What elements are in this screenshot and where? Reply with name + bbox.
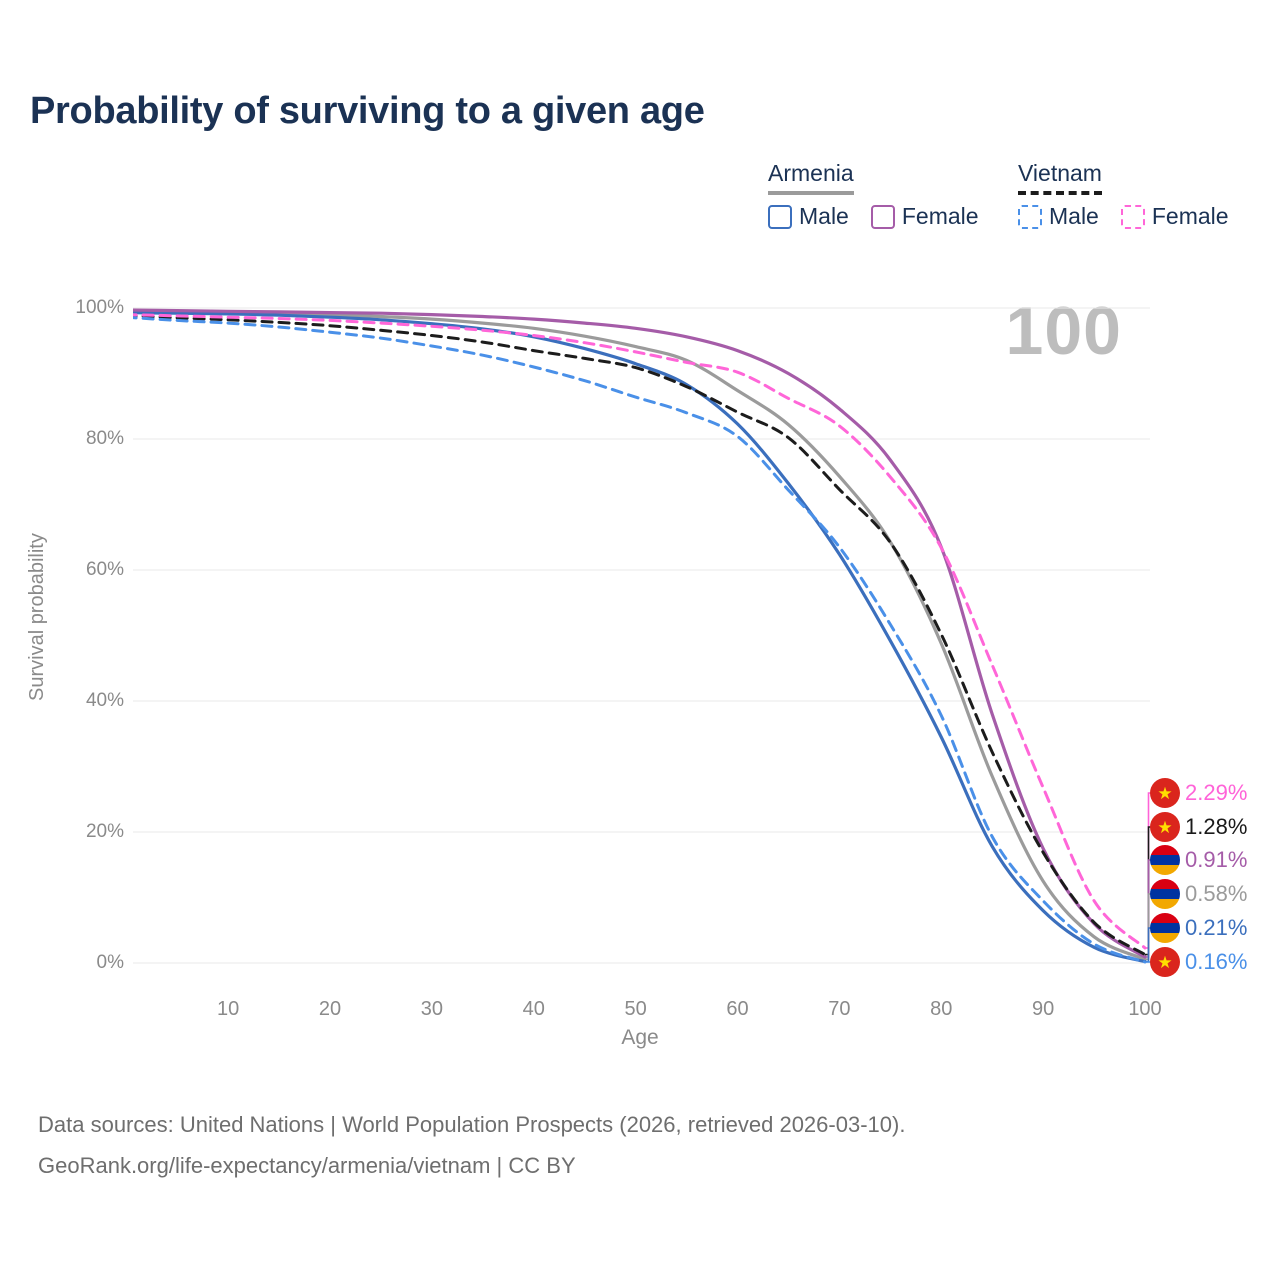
armenia-flag-icon [1150,879,1180,909]
end-label-vietnam: ★ 1.28% [1150,811,1247,843]
y-tick-label: 0% [96,952,124,973]
legend-item-armenia-male[interactable]: Male [768,203,849,230]
vietnam-flag-icon: ★ [1150,778,1180,808]
legend-swatch-vietnam-male[interactable] [1018,204,1042,229]
x-tick-label: 40 [522,998,545,1020]
line-armenia[interactable] [126,309,1147,961]
legend-row-armenia: Male Female [768,203,979,230]
y-tick-label: 60% [85,559,124,580]
x-tick-label: 80 [930,998,953,1020]
legend-label-vietnam-female: Female [1151,203,1229,229]
y-tick-label: 40% [85,690,124,711]
x-axis-title: Age [621,1026,659,1049]
footer-sources-line: Data sources: United Nations | World Pop… [38,1112,906,1137]
legend-item-vietnam-female[interactable]: Female [1120,203,1229,230]
legend-row-vietnam: Male Female [1018,203,1229,230]
footer-attribution-line: GeoRank.org/life-expectancy/armenia/viet… [38,1153,576,1178]
line-vietnam-male[interactable] [126,316,1147,964]
legend-label-armenia-male: Male [799,203,849,229]
page-title: Probability of surviving to a given age [30,90,705,132]
vietnam-flag-icon: ★ [1150,812,1180,842]
x-tick-label: 10 [216,998,240,1020]
x-tick-label: 30 [420,998,443,1020]
legend-title-vietnam[interactable]: Vietnam [1018,160,1102,195]
series-lines [126,308,1147,964]
star-icon: ★ [1157,952,1173,972]
legend-label-armenia-female: Female [901,203,979,229]
end-label-armenia-female: 0.91% [1150,844,1247,876]
x-tick-label: 60 [726,998,749,1020]
end-label-value: 2.29% [1185,780,1248,805]
end-label-value: 0.58% [1185,881,1248,906]
legend-item-armenia-female[interactable]: Female [870,203,979,230]
legend-swatch-armenia-female[interactable] [870,204,895,229]
star-icon: ★ [1157,817,1173,837]
footer: Data sources: United Nations | World Pop… [38,1104,905,1186]
end-label-vietnam-female: ★ 2.29% [1150,777,1247,809]
end-label-value: 0.16% [1185,949,1248,974]
end-label-armenia: 0.58% [1150,878,1247,910]
legend-group-armenia: Armenia Male Female [768,160,979,230]
legend-swatch-vietnam-female[interactable] [1120,204,1145,229]
end-label-value: 0.21% [1185,915,1248,940]
y-tick-label: 100% [75,297,124,318]
gridlines [133,307,1150,964]
vietnam-flag-icon: ★ [1150,947,1180,977]
armenia-flag-icon [1150,845,1180,875]
legend-swatch-armenia-male[interactable] [768,204,792,229]
x-tick-label: 70 [828,998,851,1020]
line-vietnam-female[interactable] [126,313,1147,950]
end-label-armenia-male: 0.21% [1150,912,1247,944]
line-armenia-male[interactable] [126,311,1147,964]
x-tick-label: 100 [1128,998,1162,1020]
legend-title-armenia[interactable]: Armenia [768,160,854,195]
end-label-vietnam-male: ★ 0.16% [1150,946,1247,978]
legend-group-vietnam: Vietnam Male Female [1018,160,1229,230]
end-label-value: 1.28% [1185,814,1248,839]
end-label-value: 0.91% [1185,847,1248,872]
armenia-flag-icon [1150,913,1180,943]
x-tick-label: 20 [318,998,342,1020]
legend-item-vietnam-male[interactable]: Male [1018,203,1099,230]
y-tick-label: 80% [85,428,124,449]
watermark-age-100: 100 [1005,293,1122,369]
star-icon: ★ [1157,783,1173,803]
y-tick-label: 20% [85,821,124,842]
line-armenia-female[interactable] [126,308,1147,959]
legend-label-vietnam-male: Male [1049,203,1099,229]
x-tick-label: 50 [624,998,647,1020]
x-tick-label: 90 [1031,998,1055,1020]
line-vietnam[interactable] [126,314,1147,957]
